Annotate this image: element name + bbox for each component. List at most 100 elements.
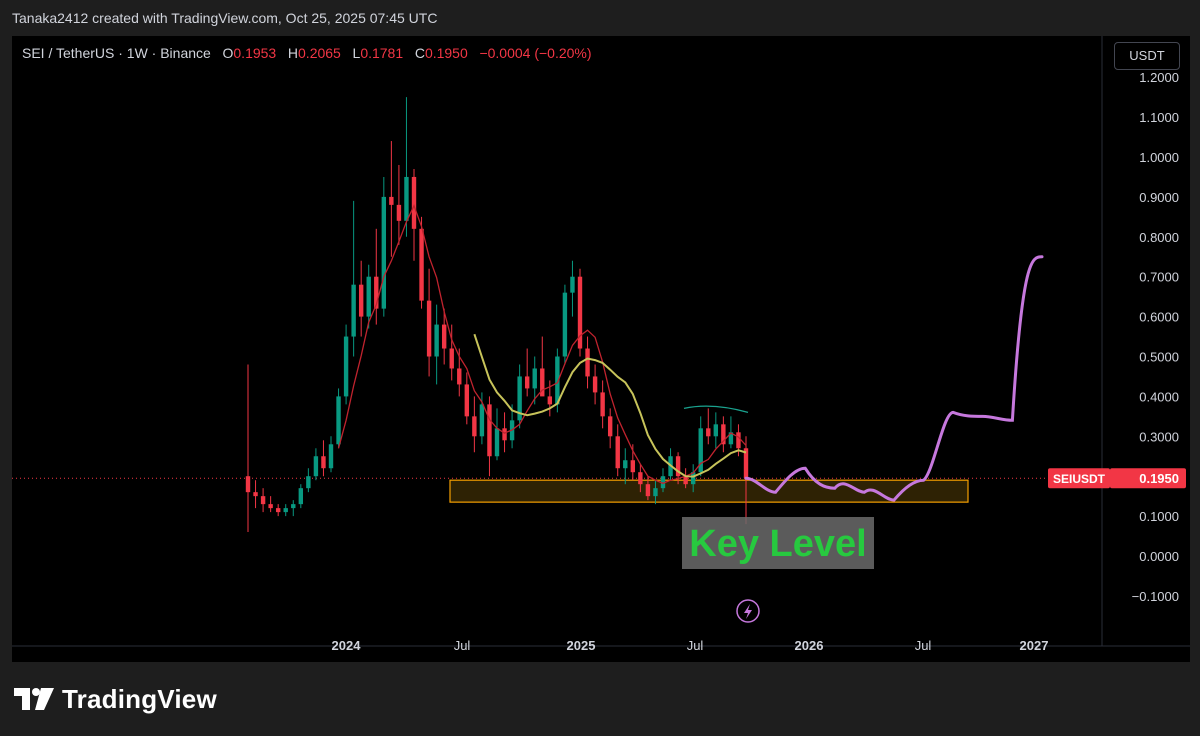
time-tick-label: Jul bbox=[915, 638, 932, 653]
candle-body[interactable] bbox=[343, 336, 349, 397]
candle-body[interactable] bbox=[321, 456, 326, 469]
price-chart[interactable]: 1.2000 1.1000 1.0000 0.9000 0.8000 0.7000 0.60… bbox=[12, 36, 1190, 662]
top-bar: Tanaka2412 created with TradingView.com,… bbox=[0, 0, 1200, 36]
high-value: 0.2065 bbox=[298, 45, 341, 61]
candle-body[interactable] bbox=[728, 432, 734, 445]
candle-body[interactable] bbox=[396, 204, 402, 221]
candle-body[interactable] bbox=[366, 276, 371, 317]
close-value: 0.1950 bbox=[424, 45, 468, 61]
symbol-pair[interactable]: SEI / TetherUS · 1W · Binance bbox=[22, 45, 211, 61]
candle-body[interactable] bbox=[562, 292, 568, 357]
candle-body[interactable] bbox=[472, 416, 477, 437]
candle-body[interactable] bbox=[479, 404, 485, 437]
candle-body[interactable] bbox=[313, 456, 319, 477]
price-tick-label: 0.3000 bbox=[1139, 429, 1179, 444]
low-label: L bbox=[352, 45, 361, 61]
candle-body[interactable] bbox=[698, 428, 703, 473]
candle-body[interactable] bbox=[464, 384, 470, 417]
resistance-trendline[interactable] bbox=[683, 405, 749, 413]
candle-body[interactable] bbox=[585, 348, 590, 377]
moving-average-yellow bbox=[473, 333, 747, 478]
candle-body[interactable] bbox=[457, 368, 462, 385]
candle-body[interactable] bbox=[706, 428, 711, 437]
candle-body[interactable] bbox=[577, 276, 583, 349]
candle-body[interactable] bbox=[358, 284, 364, 317]
tradingview-logo[interactable]: TradingView bbox=[14, 684, 217, 714]
event-marker-icon[interactable] bbox=[736, 599, 760, 623]
candle-body[interactable] bbox=[291, 504, 296, 509]
price-tick-label: 0.6000 bbox=[1139, 310, 1179, 325]
time-tick-label: 2025 bbox=[567, 638, 596, 653]
candle-body[interactable] bbox=[638, 472, 643, 485]
candle-body[interactable] bbox=[690, 472, 696, 485]
forecast-path[interactable] bbox=[744, 255, 1044, 502]
close-label: C bbox=[414, 45, 425, 61]
candle-body[interactable] bbox=[683, 476, 688, 485]
candle-body[interactable] bbox=[713, 424, 719, 437]
candle-body[interactable] bbox=[336, 396, 341, 445]
candle-body[interactable] bbox=[374, 276, 379, 309]
candle-body[interactable] bbox=[630, 460, 636, 473]
candle-body[interactable] bbox=[660, 476, 666, 489]
candle-body[interactable] bbox=[404, 176, 409, 221]
open-label: O bbox=[222, 45, 234, 61]
time-tick-label: 2024 bbox=[332, 638, 362, 653]
price-tick-label: 0.1000 bbox=[1139, 509, 1179, 524]
candle-body[interactable] bbox=[487, 404, 492, 457]
candle-body[interactable] bbox=[615, 436, 620, 469]
candle-body[interactable] bbox=[306, 476, 311, 489]
candle-body[interactable] bbox=[441, 324, 447, 349]
candle-body[interactable] bbox=[675, 456, 681, 477]
candle-body[interactable] bbox=[517, 376, 522, 421]
current-price-tag bbox=[1110, 468, 1186, 489]
time-tick-label: Jul bbox=[454, 638, 471, 653]
candle-body[interactable] bbox=[426, 300, 432, 357]
chart-panel[interactable]: 1.2000 1.1000 1.0000 0.9000 0.8000 0.7000 0.60… bbox=[12, 36, 1190, 662]
candle-body[interactable] bbox=[283, 508, 288, 513]
candle-body[interactable] bbox=[260, 496, 266, 505]
candle-body[interactable] bbox=[253, 492, 258, 497]
candle-body[interactable] bbox=[328, 444, 334, 469]
candle-body[interactable] bbox=[592, 376, 598, 393]
candle-body[interactable] bbox=[494, 428, 500, 457]
candle-body[interactable] bbox=[600, 392, 605, 417]
tradingview-logo-icon bbox=[14, 688, 54, 710]
candle-body[interactable] bbox=[449, 348, 454, 369]
price-tick-label: 0.9000 bbox=[1139, 190, 1179, 205]
moving-average-red bbox=[337, 204, 747, 485]
candle-body[interactable] bbox=[351, 284, 356, 337]
candle-body[interactable] bbox=[381, 196, 387, 309]
candle-body[interactable] bbox=[721, 424, 726, 445]
candle-body[interactable] bbox=[411, 176, 417, 229]
candle-body[interactable] bbox=[275, 508, 281, 513]
currency-button[interactable]: USDT bbox=[1114, 42, 1180, 70]
price-tick-label: 0.4000 bbox=[1139, 389, 1179, 404]
time-tick-label: 2027 bbox=[1020, 638, 1049, 653]
candle-body[interactable] bbox=[547, 396, 553, 405]
candle-body[interactable] bbox=[645, 484, 651, 497]
candle-body[interactable] bbox=[607, 416, 613, 437]
candle-body[interactable] bbox=[743, 448, 749, 479]
candle-body[interactable] bbox=[502, 428, 507, 441]
candle-body[interactable] bbox=[532, 368, 537, 389]
key-level-label-box[interactable] bbox=[682, 517, 874, 569]
candle-body[interactable] bbox=[434, 324, 439, 357]
candle-body[interactable] bbox=[419, 228, 424, 301]
candle-body[interactable] bbox=[245, 476, 251, 493]
candle-body[interactable] bbox=[524, 376, 530, 389]
author-credit: Tanaka2412 created with TradingView.com,… bbox=[12, 10, 438, 26]
price-tick-label: 0.5000 bbox=[1139, 350, 1179, 365]
candle-body[interactable] bbox=[623, 460, 628, 469]
candle-body[interactable] bbox=[653, 488, 658, 497]
candle-body[interactable] bbox=[570, 276, 575, 293]
candle-body[interactable] bbox=[298, 488, 304, 505]
price-tick-label: 1.2000 bbox=[1139, 70, 1179, 85]
price-tick-label: 0.8000 bbox=[1139, 230, 1179, 245]
candle-body[interactable] bbox=[268, 504, 273, 509]
low-value: 0.1781 bbox=[360, 45, 404, 61]
symbol-tag-label: SEIUSDT bbox=[1053, 472, 1106, 486]
candle-body[interactable] bbox=[389, 196, 394, 205]
candle-body[interactable] bbox=[736, 432, 741, 449]
candle-body[interactable] bbox=[540, 368, 545, 397]
candle-body[interactable] bbox=[555, 356, 560, 405]
